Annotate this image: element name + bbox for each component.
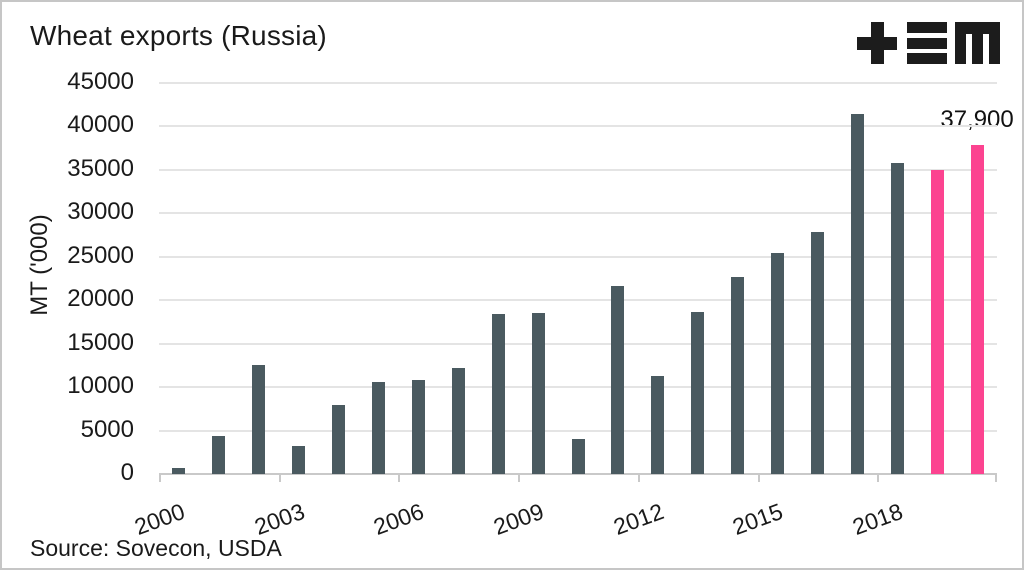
bar-2001 [212,435,226,474]
gridline-45000 [159,82,997,84]
bar-2018 [890,162,904,474]
y-axis-title: MT ('000) [26,214,53,316]
bar-2010 [571,439,585,474]
bar-2015 [771,253,785,474]
bar-2006 [411,380,425,474]
x-axis-tick [518,474,521,482]
bar-2011 [611,286,625,474]
bar-2009 [531,313,545,474]
triple-bar-icon [907,22,947,33]
m-icon [972,22,983,64]
bar-2007 [451,367,465,474]
bar-2005 [371,381,385,474]
gridline-40000 [159,125,997,128]
bar-2008 [491,314,505,474]
y-tick-label-5000: 5000 [80,415,134,443]
x-axis-tick [398,474,401,482]
bar-2017 [850,114,864,474]
bar-2020 [970,144,984,474]
m-icon [955,22,966,64]
bar-2012 [651,375,665,474]
gridline-10000 [159,386,997,389]
x-axis-tick [757,474,760,482]
bar-2000 [172,467,186,474]
triple-bar-icon [907,53,947,64]
x-tick-label-2015: 2015 [729,498,787,540]
y-tick-label-35000: 35000 [67,154,134,182]
gridline-20000 [159,299,997,302]
x-axis-tick [637,474,640,482]
triple-bar-icon [907,37,947,49]
x-axis-line [159,473,997,475]
source-note: Source: Sovecon, USDA [30,535,282,561]
x-tick-label-2006: 2006 [370,498,428,540]
bar-value-annotation: 37,900 [940,106,1014,133]
y-tick-label-20000: 20000 [67,285,134,313]
bar-2016 [810,232,824,474]
bar-2013 [691,312,705,474]
gridline-15000 [159,342,997,345]
m-icon [989,22,1000,64]
x-axis-tick [159,474,161,482]
gridline-5000 [159,429,997,432]
x-axis-tick-end [995,474,997,482]
bar-2019 [930,169,944,474]
plus-icon [857,36,897,50]
bar-2004 [332,405,346,474]
chart-title: Wheat exports (Russia) [30,20,327,51]
bar-2014 [731,276,745,474]
gridline-35000 [159,168,997,171]
gridline-25000 [159,255,997,258]
bar-2002 [252,364,266,474]
y-tick-label-25000: 25000 [67,241,134,269]
y-tick-label-10000: 10000 [67,371,134,399]
y-tick-label-45000: 45000 [67,67,134,95]
y-tick-label-40000: 40000 [67,111,134,139]
bar-2003 [292,446,306,474]
gridline-30000 [159,212,997,215]
brand-logo [857,22,1000,64]
x-tick-label-2018: 2018 [849,498,907,540]
y-tick-label-30000: 30000 [67,198,134,226]
y-tick-label-0: 0 [120,458,134,486]
x-axis-tick [278,474,281,482]
x-tick-label-2012: 2012 [609,498,667,540]
y-tick-label-15000: 15000 [67,328,134,356]
x-axis-tick [877,474,880,482]
x-tick-label-2009: 2009 [490,498,548,540]
